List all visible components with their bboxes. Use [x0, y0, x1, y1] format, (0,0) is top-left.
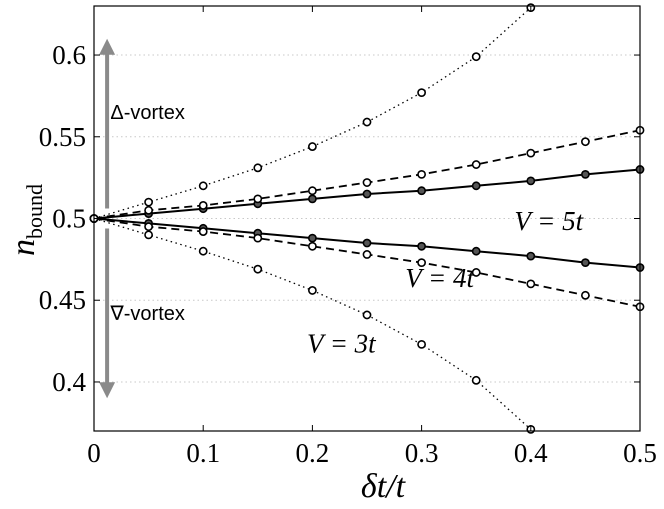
- data-point: [307, 241, 317, 251]
- ticks: 0 0.1 0.2 0.3 0.4 0.5 0.4 0.45 0.5 0.55 0.6: [39, 6, 657, 468]
- data-point: [417, 169, 426, 179]
- data-point: [581, 137, 590, 147]
- data-point: [253, 194, 263, 204]
- x-tick-label: 0: [87, 438, 101, 468]
- data-point: [581, 258, 590, 268]
- arrow-head-down: [99, 382, 116, 399]
- data-point: [198, 246, 208, 256]
- x-tick-label: 0.3: [405, 438, 439, 468]
- series-label: V = 5t: [514, 206, 584, 236]
- data-point: [307, 286, 317, 295]
- data-point: [253, 163, 263, 173]
- data-point: [253, 264, 263, 274]
- series: [89, 3, 645, 434]
- y-axis-label: n: [5, 239, 42, 256]
- data-point: [417, 258, 426, 268]
- svg-text:nbound: nbound: [5, 184, 47, 256]
- data-point: [198, 201, 208, 210]
- data-point: [417, 186, 426, 196]
- series-3: [89, 214, 645, 312]
- data-point: [471, 375, 481, 385]
- vortex-label: Δ-vortex: [110, 102, 184, 124]
- data-point: [471, 160, 481, 169]
- data-point: [362, 238, 372, 248]
- data-point: [471, 52, 481, 62]
- series-label: V = 3t: [307, 329, 377, 359]
- data-point: [144, 197, 153, 207]
- x-tick-label: 0.1: [186, 438, 220, 468]
- data-point: [526, 176, 536, 186]
- data-point: [144, 222, 153, 232]
- data-point: [581, 290, 590, 300]
- arrow-head-up: [99, 38, 116, 55]
- data-point: [144, 230, 153, 240]
- data-point: [198, 181, 208, 191]
- data-point: [362, 189, 372, 199]
- data-point: [362, 310, 372, 320]
- data-point: [144, 205, 153, 215]
- data-point: [526, 148, 536, 158]
- grid: [94, 54, 640, 383]
- series-label: V = 4t: [405, 263, 475, 293]
- data-point: [362, 250, 372, 259]
- y-tick-label: 0.6: [52, 40, 86, 70]
- annotations: Δ-vortex ∇-vortex V = 5t V = 4t V = 3t: [109, 102, 584, 359]
- y-axis-label-subscript: bound: [22, 184, 47, 239]
- data-point: [417, 241, 426, 251]
- data-point: [198, 227, 208, 236]
- y-tick-label: 0.45: [39, 285, 86, 315]
- data-point: [471, 181, 481, 191]
- y-tick-label: 0.5: [52, 204, 86, 234]
- data-point: [471, 268, 481, 277]
- data-point: [526, 279, 536, 289]
- data-point: [471, 246, 481, 256]
- data-point: [362, 178, 372, 187]
- y-axis-label-group: nbound: [5, 184, 47, 256]
- data-point: [526, 251, 536, 261]
- x-tick-label: 0.5: [623, 438, 657, 468]
- data-point: [307, 233, 317, 243]
- x-axis-label: δt/t: [361, 468, 407, 505]
- data-point: [417, 339, 426, 349]
- y-tick-label: 0.4: [52, 367, 86, 397]
- data-point: [581, 169, 590, 179]
- data-point: [307, 194, 317, 204]
- data-point: [307, 142, 317, 151]
- data-point: [307, 186, 317, 196]
- data-point: [417, 88, 426, 98]
- x-tick-label: 0.2: [296, 438, 330, 468]
- y-tick-label: 0.55: [39, 122, 86, 152]
- data-point: [253, 233, 263, 243]
- x-tick-label: 0.4: [514, 438, 548, 468]
- arrows: [99, 38, 116, 399]
- data-point: [362, 117, 372, 127]
- vortex-label: ∇-vortex: [109, 303, 185, 325]
